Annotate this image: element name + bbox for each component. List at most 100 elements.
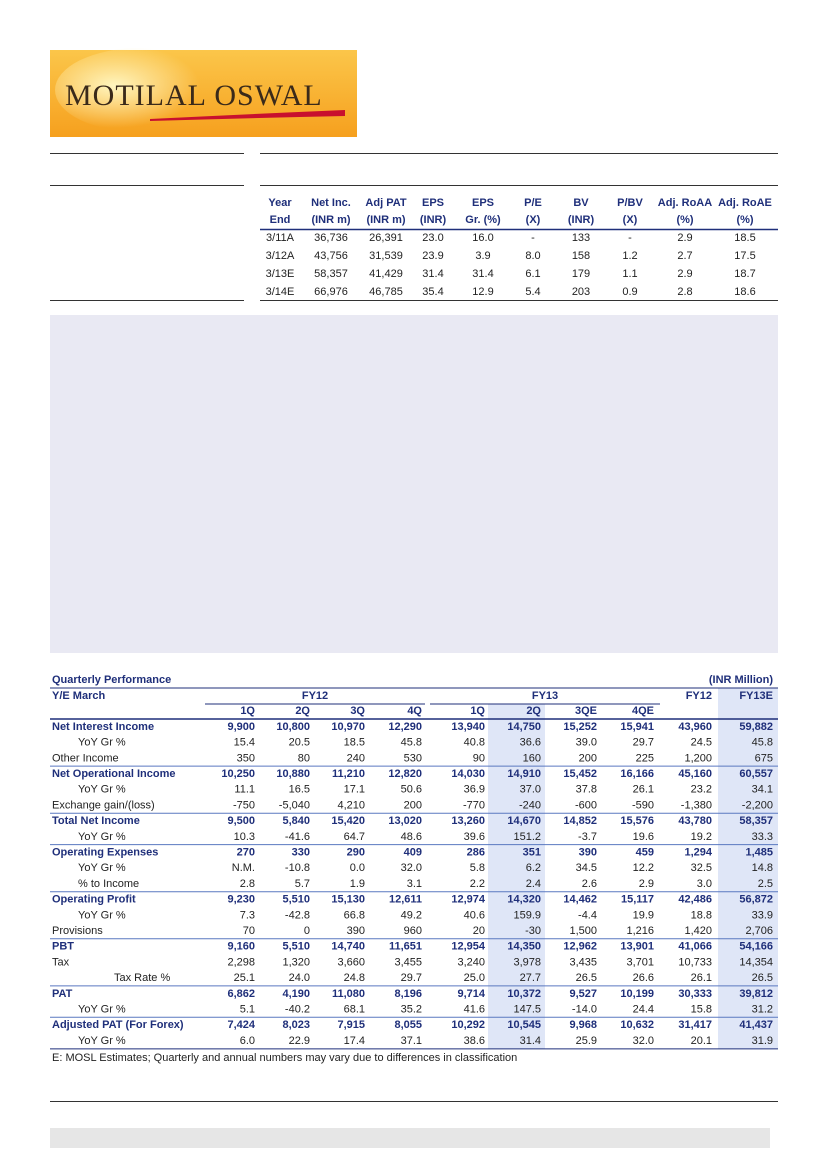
cell: 45.8	[401, 737, 422, 749]
cell: 1,294	[684, 847, 712, 859]
cell: 1.2	[622, 250, 637, 262]
cell: 24.5	[691, 737, 712, 749]
cell: 14,750	[507, 721, 541, 733]
quarter-header: 2Q	[526, 705, 541, 717]
unit-label: (INR Million)	[709, 674, 773, 686]
row-label: YoY Gr %	[78, 737, 126, 749]
cell: 14,030	[451, 768, 485, 780]
row-label: YoY Gr %	[78, 1035, 126, 1047]
cell: 8,196	[394, 988, 422, 1000]
cell: 43,756	[314, 250, 348, 262]
cell: 9,160	[227, 941, 255, 953]
cell: 16.0	[472, 232, 493, 244]
cell: 3.0	[697, 878, 712, 890]
cell: 12,962	[563, 941, 597, 953]
column-header: Adj. RoAA	[658, 197, 712, 209]
quarter-header: 1Q	[470, 705, 485, 717]
cell: 31.4	[520, 1035, 541, 1047]
cell: 10,800	[276, 721, 310, 733]
cell: 12,820	[388, 768, 422, 780]
cell: 1,420	[684, 925, 712, 937]
cell: 1,216	[626, 925, 654, 937]
cell: 3.9	[475, 250, 490, 262]
cell: 58,357	[739, 815, 773, 827]
cell: 2.4	[526, 878, 541, 890]
quarter-header: 4Q	[407, 705, 422, 717]
cell: 32.5	[691, 862, 712, 874]
cell: 46,785	[369, 286, 403, 298]
cell: -42.8	[285, 909, 310, 921]
cell: 41,429	[369, 268, 403, 280]
cell: -	[628, 232, 632, 244]
row-label: YoY Gr %	[78, 909, 126, 921]
cell: 13,020	[388, 815, 422, 827]
cell: -	[531, 232, 535, 244]
cell: 23.0	[422, 232, 443, 244]
cell: 3,435	[569, 956, 597, 968]
cell: 10,199	[620, 988, 654, 1000]
cell: 23.9	[422, 250, 443, 262]
shaded-column	[718, 688, 778, 1049]
cell: 11,080	[332, 988, 365, 1000]
cell: 70	[243, 925, 255, 937]
cell: 22.9	[289, 1035, 310, 1047]
cell: 5.4	[525, 286, 540, 298]
cell: 6.0	[240, 1035, 255, 1047]
logo-text: MOTILAL OSWAL	[65, 79, 323, 112]
column-header: Gr. (%)	[465, 214, 501, 226]
cell: 24.8	[344, 972, 365, 984]
quarterly-table: Quarterly Performance (INR Million) Y/E Ma…	[50, 674, 778, 1064]
cell: 24.4	[633, 1004, 654, 1016]
cell: 8,055	[394, 1019, 422, 1031]
row-label: Operating Profit	[52, 894, 136, 906]
column-header: (INR m)	[366, 214, 405, 226]
cell: 10,880	[276, 768, 310, 780]
cell: 34.1	[752, 784, 773, 796]
cell: 20.5	[289, 737, 310, 749]
cell: -10.8	[285, 862, 310, 874]
cell: 42,486	[678, 894, 712, 906]
cell: 18.7	[734, 268, 755, 280]
cell: 10,250	[221, 768, 255, 780]
cell: 2.9	[677, 268, 692, 280]
cell: 16,166	[620, 768, 654, 780]
row-label: Net Operational Income	[52, 768, 175, 780]
column-header: Adj. RoAE	[718, 197, 772, 209]
cell: 13,940	[451, 721, 485, 733]
cell: 37.1	[401, 1035, 422, 1047]
cell: 41.6	[464, 1004, 485, 1016]
cell: -1,380	[681, 799, 712, 811]
cell: 59,882	[739, 721, 773, 733]
cell: 9,714	[457, 988, 485, 1000]
cell: 39.6	[464, 831, 485, 843]
cell: 24.0	[289, 972, 310, 984]
quarter-header: 4QE	[632, 705, 654, 717]
cell: 33.3	[752, 831, 773, 843]
cell: 68.1	[344, 1004, 365, 1016]
cell: 20.1	[691, 1035, 712, 1047]
cell: 203	[572, 286, 590, 298]
cell: 10,632	[620, 1019, 654, 1031]
cell: 15,941	[620, 721, 654, 733]
cell: 2.6	[582, 878, 597, 890]
column-header: P/BV	[617, 197, 643, 209]
cell: 351	[523, 847, 541, 859]
cell: 10,733	[678, 956, 712, 968]
cell: 15,576	[620, 815, 654, 827]
cell: 1,500	[569, 925, 597, 937]
column-header: EPS	[472, 197, 494, 209]
cell: 3,240	[457, 956, 485, 968]
cell: 2.9	[677, 232, 692, 244]
cell: 19.6	[633, 831, 654, 843]
cell: 36,736	[314, 232, 348, 244]
cell: -41.6	[285, 831, 310, 843]
cell: 33.9	[752, 909, 773, 921]
cell: 3,455	[394, 956, 422, 968]
cell: 43,960	[678, 721, 712, 733]
row-label: YoY Gr %	[78, 831, 126, 843]
row-header: Y/E March	[52, 690, 105, 702]
cell: 15,452	[563, 768, 597, 780]
cell: 0	[304, 925, 310, 937]
column-header: (%)	[676, 214, 693, 226]
cell: 530	[404, 752, 422, 764]
